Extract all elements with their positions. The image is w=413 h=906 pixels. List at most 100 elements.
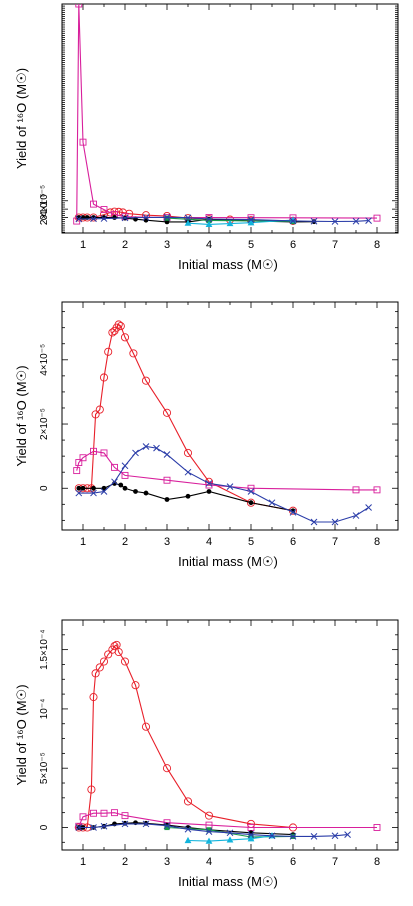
y-tick-label: 1.5×10⁻⁴ — [39, 629, 50, 669]
x-tick-label: 4 — [206, 856, 212, 868]
data-point-red — [99, 657, 109, 666]
x-tick-label: 2 — [122, 239, 128, 251]
series-line-magenta — [76, 4, 378, 222]
data-point-magenta — [100, 449, 108, 457]
data-point-blue — [153, 444, 160, 452]
data-point-blue — [205, 215, 213, 223]
panel-3: 1 2 3 4 5 6 7 8 0 5×10⁻⁵ 10⁻⁴ 1.5×10⁻⁴ Initial mass … — [14, 619, 399, 889]
y-axis-label: Yield of ¹⁶O (M☉) — [14, 684, 29, 785]
data-point-magenta — [163, 476, 171, 484]
data-point-black — [76, 485, 82, 491]
data-point-black — [122, 485, 128, 491]
x-tick-label: 1 — [80, 536, 86, 548]
data-point-blue — [226, 483, 234, 491]
panel-2: 1 2 3 4 5 6 7 8 0 2×10⁻⁵ 4×10⁻⁵ Initial mass (M☉) Yi… — [14, 301, 399, 569]
data-point-red — [246, 498, 256, 507]
x-tick-label: 6 — [290, 536, 296, 548]
data-point-magenta — [373, 824, 381, 831]
data-point-magenta — [111, 463, 118, 471]
data-point-red — [91, 410, 100, 419]
data-point-blue — [310, 518, 318, 526]
data-point-cyan — [184, 836, 192, 844]
data-point-blue — [247, 831, 255, 838]
x-tick-label: 8 — [374, 856, 380, 868]
data-point-blue — [132, 449, 139, 457]
x-tick-label: 1 — [80, 239, 86, 251]
data-point-blue — [289, 508, 297, 516]
series-blue — [75, 820, 351, 840]
series-black — [76, 481, 296, 514]
data-point-blue — [75, 215, 83, 223]
data-point-green — [206, 217, 212, 224]
data-point-green — [164, 215, 170, 221]
data-point-blue — [90, 489, 97, 497]
data-point-cyan — [205, 220, 213, 228]
x-tick-label: 4 — [206, 536, 212, 548]
data-point-blue — [142, 214, 150, 221]
x-tick-label: 6 — [290, 239, 296, 251]
data-point-black — [91, 485, 96, 491]
data-point-blue — [142, 820, 150, 828]
data-point-blue — [331, 218, 339, 225]
data-point-blue — [100, 822, 108, 830]
data-point-magenta — [79, 138, 87, 146]
data-point-red — [183, 448, 193, 457]
x-tick-label: 3 — [164, 856, 170, 868]
x-axis-label: Initial mass (M☉) — [178, 554, 278, 569]
data-point-red — [162, 408, 172, 417]
y-tick-label: 0 — [39, 824, 50, 830]
data-point-magenta — [90, 200, 97, 208]
data-point-blue — [365, 504, 372, 511]
x-tick-label: 8 — [374, 239, 380, 251]
data-point-blue — [268, 832, 276, 840]
data-point-red — [87, 785, 96, 794]
x-tick-label: 7 — [332, 536, 338, 548]
data-point-blue — [352, 217, 360, 225]
data-point-red — [116, 322, 125, 331]
data-point-blue — [163, 213, 171, 221]
data-point-red — [104, 347, 113, 356]
data-point-red — [204, 811, 214, 820]
series-magenta — [73, 447, 381, 494]
data-point-blue — [121, 820, 129, 828]
x-tick-label: 7 — [332, 856, 338, 868]
data-point-blue — [310, 217, 318, 225]
data-point-blue — [310, 833, 318, 840]
data-point-magenta — [352, 486, 360, 494]
data-point-magenta — [205, 481, 213, 489]
data-point-blue — [163, 451, 171, 458]
x-tick-label: 5 — [248, 536, 254, 548]
data-point-blue — [226, 829, 234, 837]
series-blue — [75, 213, 372, 225]
x-axis-label: Initial mass (M☉) — [178, 874, 278, 889]
data-point-red — [162, 764, 172, 773]
data-point-blue — [289, 217, 297, 225]
x-tick-label: 7 — [332, 239, 338, 251]
data-point-magenta — [79, 454, 87, 462]
data-point-magenta — [75, 459, 83, 467]
data-point-black — [206, 489, 212, 494]
x-tick-label: 5 — [248, 856, 254, 868]
x-tick-label: 8 — [374, 536, 380, 548]
data-point-cyan — [247, 219, 255, 226]
data-point-cyan — [226, 836, 234, 843]
data-point-blue — [268, 499, 276, 507]
data-point-magenta — [111, 809, 118, 817]
data-point-black — [248, 500, 254, 506]
data-point-red — [120, 657, 130, 666]
data-point-red — [108, 328, 117, 337]
series-blue — [75, 443, 372, 526]
data-point-magenta — [75, 4, 83, 8]
data-point-black — [80, 485, 86, 491]
data-point-magenta — [100, 206, 108, 214]
data-point-red — [114, 320, 123, 329]
data-point-blue — [184, 468, 192, 476]
data-point-green — [164, 824, 170, 831]
data-point-red — [112, 640, 121, 649]
data-point-black — [112, 215, 117, 220]
data-point-blue — [247, 488, 255, 495]
data-point-red — [89, 693, 98, 702]
data-point-magenta — [79, 813, 87, 821]
series-red — [74, 320, 298, 515]
